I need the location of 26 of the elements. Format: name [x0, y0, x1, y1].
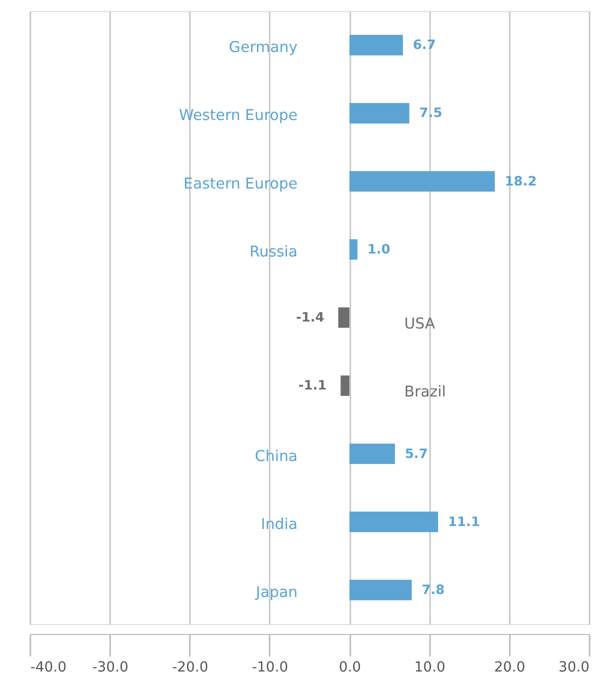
data-label: 11.1	[448, 514, 480, 530]
x-tick-label: 30.0	[558, 659, 590, 676]
x-tick-label: 20.0	[494, 659, 526, 676]
x-tick-label: -30.0	[92, 659, 128, 676]
data-label: 5.7	[404, 446, 428, 462]
data-label: -1.4	[296, 310, 324, 326]
x-tick-label: -10.0	[252, 659, 288, 676]
x-tick-label: -20.0	[172, 659, 208, 676]
y-tick-label: Eastern Europe	[184, 174, 298, 192]
data-label: 7.8	[422, 583, 445, 598]
x-tick-label: 0.0	[338, 659, 362, 676]
data-label: 18.2	[504, 174, 537, 190]
y-tick-label: Japan	[254, 582, 298, 601]
x-tick-label: 10.0	[414, 659, 446, 676]
y-tick-label: Russia	[250, 242, 298, 260]
y-tick-label: India	[260, 514, 298, 533]
data-label: 1.0	[367, 242, 390, 258]
y-tick-label: China	[254, 446, 298, 465]
y-tick-label: Germany	[228, 38, 298, 56]
data-label: -1.1	[298, 378, 327, 394]
y-tick-label: Western Europe	[179, 106, 298, 124]
y-tick-label: Brazil	[404, 382, 446, 401]
data-label: 6.7	[412, 38, 436, 54]
x-tick-label: -40.0	[30, 659, 66, 676]
y-tick-label: USA	[404, 314, 436, 333]
data-label: 7.5	[419, 106, 442, 122]
